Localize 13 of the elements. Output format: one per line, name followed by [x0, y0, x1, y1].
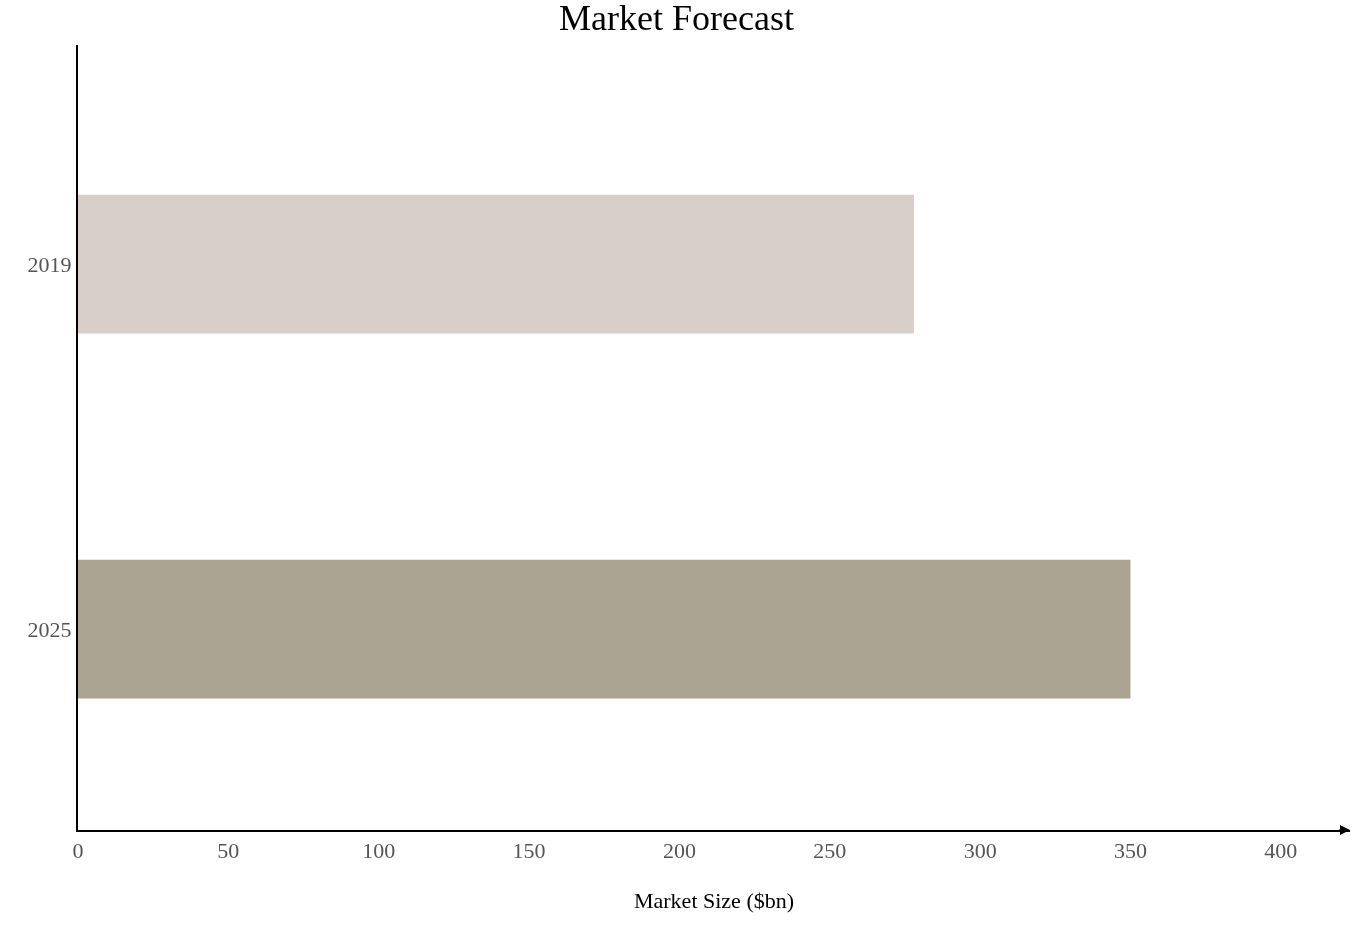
- x-tick-label: 0: [72, 838, 84, 864]
- x-tick-label: 350: [1113, 838, 1147, 864]
- x-tick-label: 150: [512, 838, 546, 864]
- chart-title: Market Forecast: [559, 0, 794, 38]
- x-tick-label: 400: [1264, 838, 1298, 864]
- y-tick-label: 2019: [27, 251, 72, 277]
- x-tick-label: 100: [362, 838, 396, 864]
- x-tick-label: 50: [217, 838, 240, 864]
- x-axis-title: Market Size ($bn): [633, 887, 795, 913]
- y-tick-label: 2025: [27, 616, 72, 642]
- x-tick-label: 200: [662, 838, 696, 864]
- x-tick-label: 250: [813, 838, 847, 864]
- x-tick-label: 300: [963, 838, 997, 864]
